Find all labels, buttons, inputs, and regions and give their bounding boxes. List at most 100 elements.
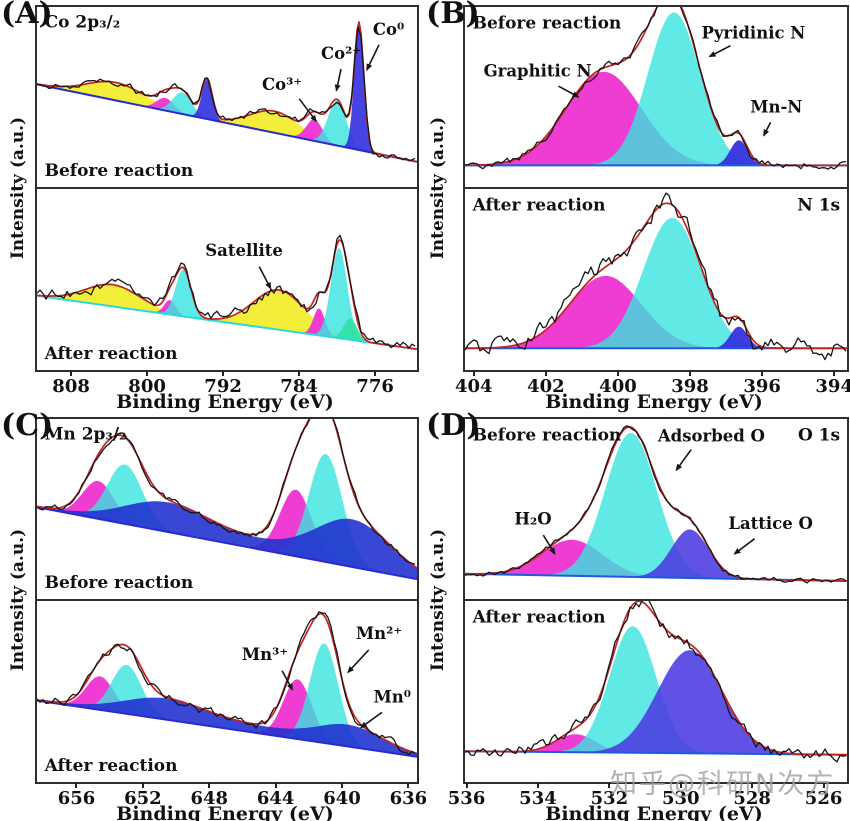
annotation-arrow — [298, 98, 317, 123]
annotation-label: Co⁰ — [373, 20, 404, 39]
annotation-arrow — [258, 266, 272, 290]
peak-fill — [465, 140, 847, 166]
annotation-arrow — [366, 44, 380, 71]
annotation-arrow — [675, 449, 692, 472]
tick-label: 526 — [804, 788, 843, 809]
peak-fill — [465, 71, 847, 166]
peak-fill — [465, 275, 847, 349]
tick-mark — [274, 782, 277, 788]
peak-fill — [465, 432, 847, 581]
subpanel-label: After reaction — [44, 344, 178, 364]
tick-label: 528 — [733, 788, 771, 809]
panel-letter: (A) — [1, 0, 53, 31]
tick-label: 784 — [280, 376, 318, 397]
tick-mark — [298, 370, 301, 376]
panel-co2p: (A) Intensity (a.u.) Co 2p₃/₂ Before reac… — [0, 0, 425, 413]
tick-label: 534 — [519, 788, 557, 809]
annotation-arrow — [708, 44, 731, 58]
peak-fill — [37, 501, 417, 580]
raw-data-line — [37, 26, 416, 162]
panel-letter: (C) — [1, 408, 54, 443]
tick-label: 404 — [455, 376, 493, 397]
peak-fill — [465, 12, 847, 166]
tick-label: 644 — [256, 788, 295, 809]
tick-mark — [536, 782, 539, 788]
peak-fill — [465, 529, 847, 581]
annotation-label: Pyridinic N — [701, 24, 805, 43]
panel-letter: (B) — [426, 0, 480, 31]
baseline-line — [37, 506, 417, 581]
plot-area: Before reaction O 1s H₂O Adsorbed O Lattice … — [463, 417, 849, 784]
raw-data-line — [37, 611, 416, 756]
plot-area: Before reaction Graphitic N Pyridinic N Mn-… — [463, 5, 849, 372]
annotation-label: Mn³⁺ — [242, 645, 288, 664]
subpanel-label: Co 2p₃/₂ — [45, 13, 121, 33]
subpanel-before: Before reaction O 1s H₂O Adsorbed O Lattice … — [465, 419, 847, 599]
peak-fill — [465, 539, 847, 581]
tick-mark — [679, 782, 682, 788]
tick-mark — [141, 782, 144, 788]
annotation-arrow — [347, 649, 370, 674]
subpanel-label: N 1s — [797, 196, 840, 216]
raw-data-line — [37, 419, 416, 565]
annotation-label: Lattice O — [728, 514, 812, 533]
spectrum-mn2p-before: Mn 2p₃/₂ Before reaction — [37, 419, 417, 593]
annotation-arrow — [334, 68, 342, 92]
tick-label: 640 — [323, 788, 361, 809]
subpanel-after: After reaction — [465, 599, 847, 782]
subpanel-after: After reaction Mn³⁺ Mn²⁺ Mn⁰ — [37, 599, 417, 782]
subpanel-label: Mn 2p₃/₂ — [45, 425, 127, 445]
annotation-label: Co³⁺ — [262, 75, 302, 94]
tick-mark — [374, 370, 377, 376]
spectrum-mn2p-after: After reaction Mn³⁺ Mn²⁺ Mn⁰ — [37, 611, 417, 776]
spectrum-n1s-before: Before reaction Graphitic N Pyridinic N Mn-… — [465, 7, 847, 170]
annotation-arrow — [558, 85, 580, 98]
tick-label: 530 — [661, 788, 700, 809]
baseline-line — [465, 750, 847, 756]
baseline-line — [37, 294, 417, 351]
tick-label: 400 — [599, 376, 637, 397]
y-axis-label: Intensity (a.u.) — [428, 528, 448, 672]
subpanel-label: Before reaction — [45, 161, 194, 181]
annotation-label: Satellite — [205, 241, 283, 260]
tick-mark — [608, 782, 611, 788]
spectrum-n1s-after: After reaction N 1s — [465, 192, 847, 361]
annotation-label: Co²⁺ — [321, 44, 361, 63]
tick-mark — [340, 782, 343, 788]
subpanel-label: After reaction — [472, 196, 606, 216]
x-axis-title: Binding Energy (eV) — [545, 391, 763, 413]
y-axis-label: Intensity (a.u.) — [8, 528, 28, 672]
tick-mark — [833, 370, 836, 376]
tick-label: 532 — [590, 788, 629, 809]
peak-fill — [465, 734, 847, 755]
peak-fill — [465, 626, 847, 755]
tick-label: 656 — [57, 788, 96, 809]
subpanel-before: Mn 2p₃/₂ Before reaction — [37, 419, 417, 599]
panel-o1s: (D) Intensity (a.u.) Before reaction O 1s… — [425, 408, 850, 821]
baseline-line — [37, 699, 417, 758]
x-axis-title: Binding Energy (eV) — [116, 803, 334, 821]
subpanel-label: Before reaction — [473, 426, 622, 446]
panel-n1s: (B) Intensity (a.u.) Before reaction Grap… — [425, 0, 850, 413]
subpanel-label: After reaction — [472, 608, 606, 628]
x-axis-title: Binding Energy (eV) — [116, 391, 334, 413]
tick-mark — [761, 370, 764, 376]
subpanel-after: After reaction N 1s — [465, 187, 847, 370]
x-axis-ticks: 656 652 648 644 640 636 — [35, 782, 427, 810]
x-axis-title: Binding Energy (eV) — [545, 803, 763, 821]
tick-mark — [70, 370, 73, 376]
baseline-line — [37, 83, 417, 163]
tick-mark — [544, 370, 547, 376]
plot-area: Co 2p₃/₂ Before reaction Co³⁺ Co²⁺ Co⁰ After… — [35, 5, 419, 372]
tick-mark — [822, 782, 825, 788]
subpanel-label: After reaction — [44, 756, 178, 776]
spectrum-o1s-before: Before reaction O 1s H₂O Adsorbed O Lattice … — [465, 425, 847, 584]
tick-mark — [465, 782, 468, 788]
annotation-label: Adsorbed O — [657, 427, 765, 446]
annotation-arrow — [359, 711, 383, 729]
tick-label: 776 — [356, 376, 394, 397]
tick-mark — [208, 782, 211, 788]
subpanel-before: Co 2p₃/₂ Before reaction Co³⁺ Co²⁺ Co⁰ — [37, 7, 417, 187]
annotation-label: Mn-N — [750, 97, 802, 116]
spectrum-o1s-after: After reaction — [465, 601, 847, 763]
